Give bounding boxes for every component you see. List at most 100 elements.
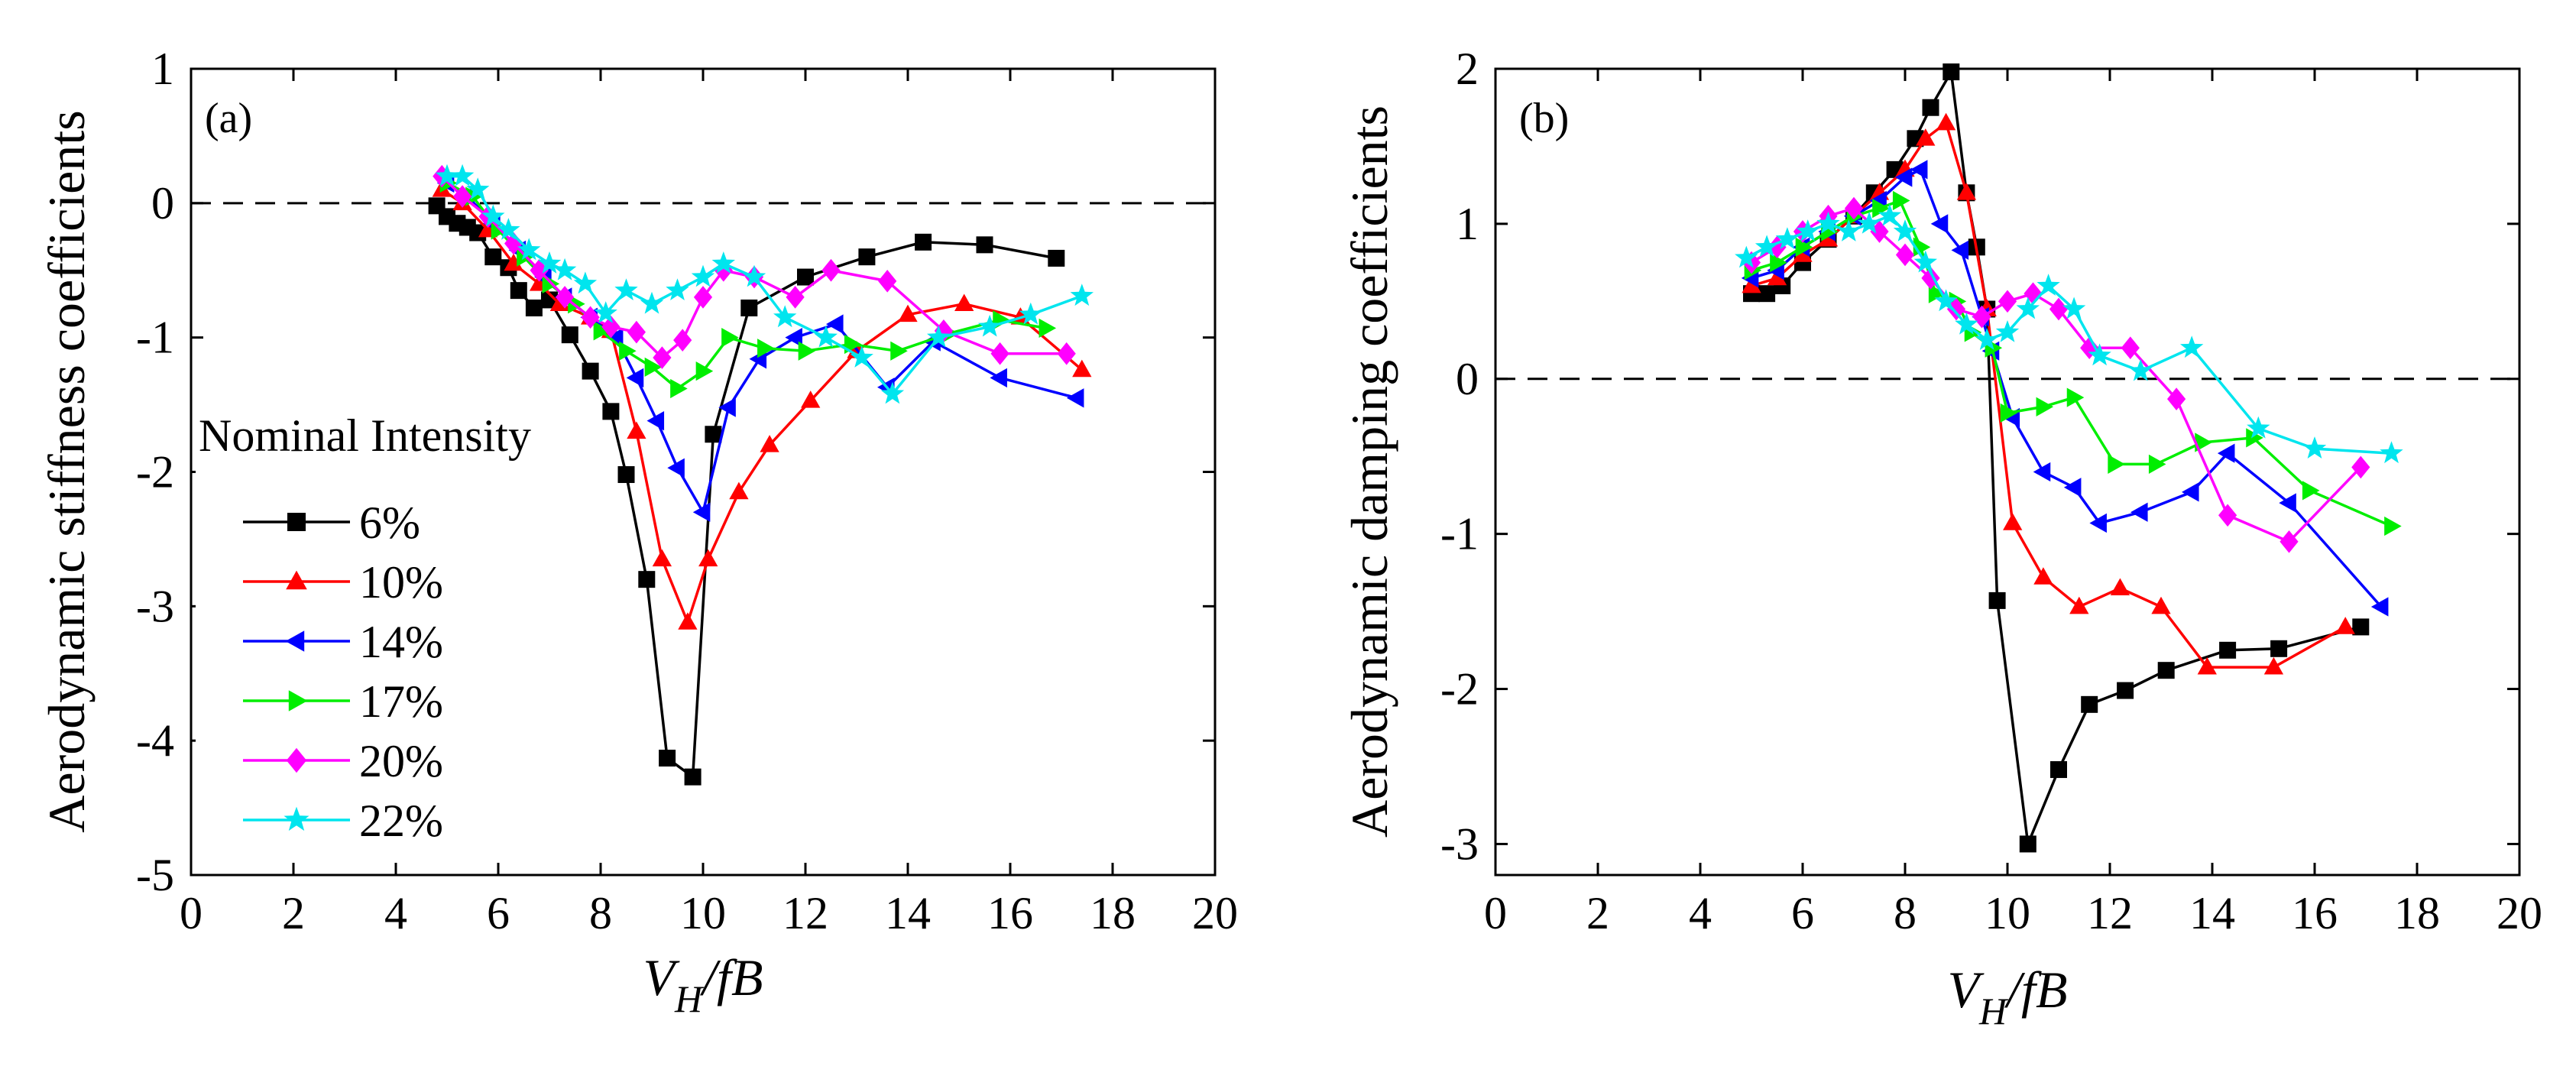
data-point xyxy=(786,286,805,309)
legend-label: 22% xyxy=(359,796,443,846)
data-point xyxy=(2302,481,2320,501)
data-point xyxy=(435,164,459,186)
panel-b-frame xyxy=(1494,67,2521,877)
data-point xyxy=(450,164,475,186)
x-tick-label: 10 xyxy=(680,888,726,938)
data-point xyxy=(1916,128,1936,146)
data-point xyxy=(757,339,775,358)
y-tick-label: 2 xyxy=(1456,44,1479,94)
data-point xyxy=(691,264,715,287)
legend-marker xyxy=(286,747,307,773)
data-point xyxy=(2050,761,2067,779)
data-point xyxy=(915,233,932,251)
data-point xyxy=(1070,284,1094,306)
series-22pct xyxy=(435,164,1094,404)
data-point xyxy=(667,458,685,478)
data-point xyxy=(1742,275,1761,293)
data-point xyxy=(1930,214,1949,234)
data-point xyxy=(2157,662,2175,679)
data-point xyxy=(2081,695,2098,713)
series-line xyxy=(1751,206,2362,543)
data-point xyxy=(797,268,814,286)
series-20pct xyxy=(433,164,1076,369)
data-point xyxy=(627,320,646,344)
data-point xyxy=(1936,112,1956,131)
x-tick-label: 6 xyxy=(1791,888,1814,938)
x-tick-label: 20 xyxy=(1192,888,1238,938)
data-point xyxy=(2016,297,2040,319)
data-point xyxy=(1039,318,1057,339)
panel-a-label: (a) xyxy=(205,95,252,142)
data-point xyxy=(1975,328,1999,350)
y-tick-label: -5 xyxy=(136,850,174,900)
data-point xyxy=(2003,513,2023,530)
data-point xyxy=(2263,656,2284,675)
data-point xyxy=(990,368,1007,388)
data-point xyxy=(466,177,490,200)
data-point xyxy=(1857,211,1881,234)
data-point xyxy=(2036,274,2060,296)
data-point xyxy=(605,328,624,348)
data-point xyxy=(678,612,698,630)
x-label-tail: /fB xyxy=(699,948,763,1006)
legend-label: 6% xyxy=(359,497,420,548)
data-point xyxy=(2279,493,2296,513)
data-point xyxy=(2033,567,2053,585)
data-point xyxy=(890,341,908,361)
data-point xyxy=(638,571,656,588)
data-point xyxy=(617,466,635,484)
data-point xyxy=(858,248,876,266)
data-point xyxy=(695,361,714,381)
data-point xyxy=(1816,211,1840,234)
data-point xyxy=(2335,617,2355,634)
data-point xyxy=(1955,312,1978,335)
data-point xyxy=(2063,478,2082,497)
data-point xyxy=(698,549,718,567)
data-point xyxy=(504,232,523,255)
data-point xyxy=(1758,285,1776,303)
data-point xyxy=(1943,63,1960,81)
data-point xyxy=(2036,397,2054,416)
data-point xyxy=(1928,284,1946,303)
data-point xyxy=(976,236,993,254)
x-tick-label: 2 xyxy=(282,888,305,938)
data-point xyxy=(2130,502,2148,522)
data-point xyxy=(2151,596,2171,614)
data-point xyxy=(729,481,749,500)
x-label-main: V xyxy=(643,948,681,1006)
x-tick-label: 8 xyxy=(589,888,612,938)
data-point xyxy=(2246,428,2263,448)
series-10pct xyxy=(1742,112,2355,675)
data-point xyxy=(2000,403,2018,423)
legend-label: 10% xyxy=(359,557,443,608)
series-20pct xyxy=(1742,196,2370,553)
legend-item: 22% xyxy=(243,796,443,846)
x-tick-label: 10 xyxy=(1985,888,2030,938)
x-tick-label: 14 xyxy=(885,888,931,938)
data-point xyxy=(990,342,1009,365)
data-point xyxy=(2088,343,2111,366)
x-tick-label: 0 xyxy=(180,888,203,938)
data-point xyxy=(898,304,918,322)
data-point xyxy=(2280,530,2299,553)
x-tick-label: 0 xyxy=(1484,888,1507,938)
data-point xyxy=(2195,433,2212,452)
data-point xyxy=(1072,359,1092,378)
data-point xyxy=(880,381,905,404)
data-point xyxy=(594,301,617,323)
data-point xyxy=(693,286,713,309)
data-point xyxy=(1770,252,1787,273)
data-point xyxy=(1892,190,1910,211)
data-point xyxy=(673,329,692,352)
data-point xyxy=(653,346,672,369)
data-point xyxy=(1775,227,1800,250)
legend-marker xyxy=(284,806,309,831)
legend-item: 10% xyxy=(243,557,443,608)
data-point xyxy=(740,299,758,316)
data-point xyxy=(2024,282,2043,306)
data-point xyxy=(954,293,974,312)
series-6pct xyxy=(428,197,1065,786)
